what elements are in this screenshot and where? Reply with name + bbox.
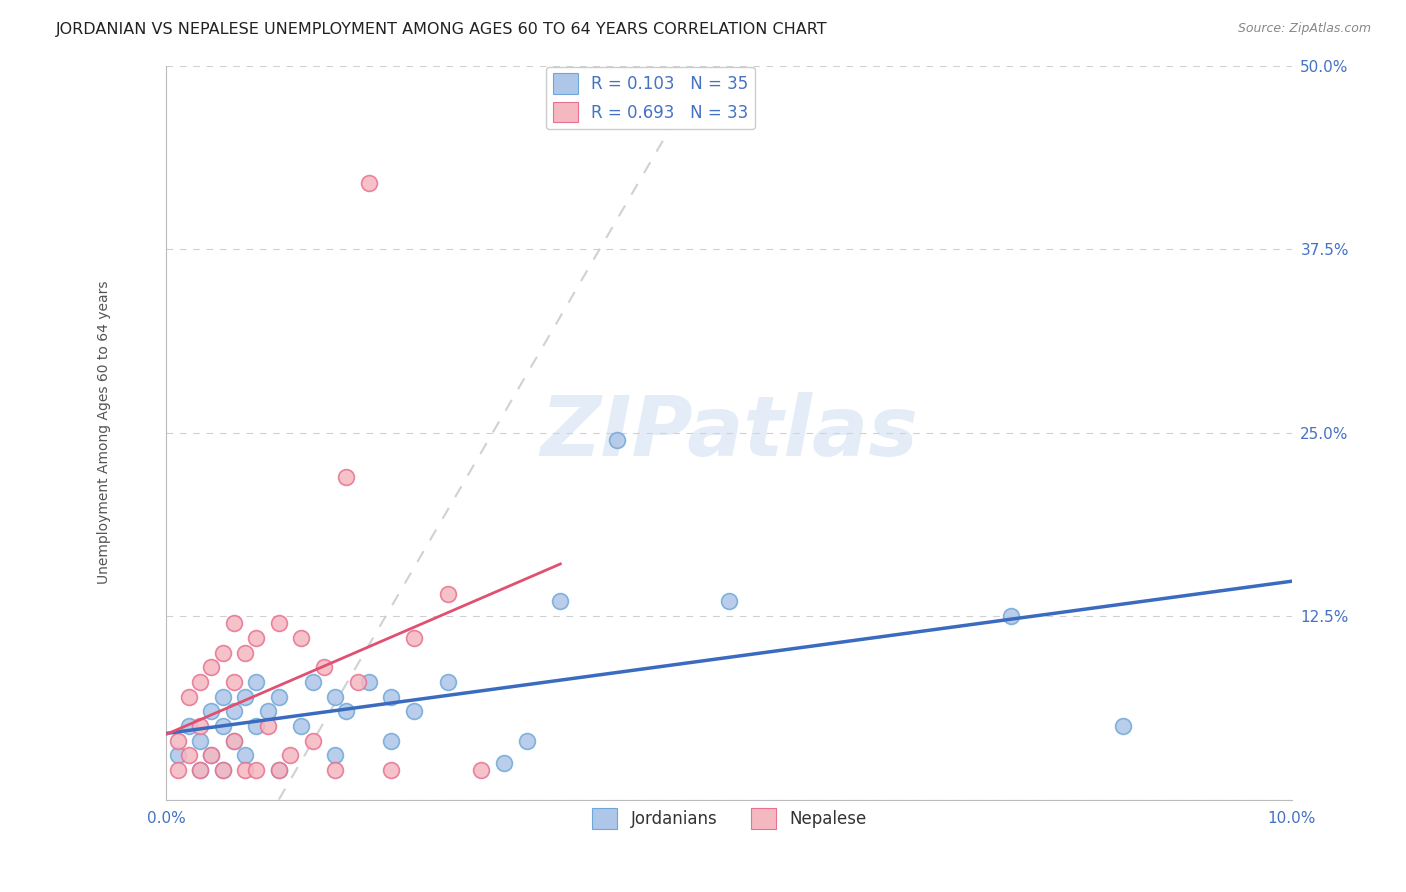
Point	[335, 705, 357, 719]
Point	[335, 469, 357, 483]
Point	[515, 734, 537, 748]
Point	[211, 646, 233, 660]
Legend: Jordanians, Nepalese: Jordanians, Nepalese	[585, 802, 873, 835]
Point	[267, 763, 290, 777]
Point	[301, 734, 323, 748]
Point	[357, 675, 380, 690]
Text: ZIPatlas: ZIPatlas	[540, 392, 918, 473]
Text: Unemployment Among Ages 60 to 64 years: Unemployment Among Ages 60 to 64 years	[97, 281, 111, 584]
Point	[492, 756, 515, 770]
Point	[166, 763, 188, 777]
Point	[267, 763, 290, 777]
Point	[301, 675, 323, 690]
Text: Source: ZipAtlas.com: Source: ZipAtlas.com	[1237, 22, 1371, 36]
Point	[402, 705, 425, 719]
Point	[470, 763, 492, 777]
Point	[211, 763, 233, 777]
Point	[256, 719, 278, 733]
Point	[188, 763, 211, 777]
Point	[290, 631, 312, 645]
Point	[245, 719, 267, 733]
Point	[346, 675, 368, 690]
Point	[177, 690, 200, 704]
Point	[200, 660, 222, 674]
Point	[267, 616, 290, 631]
Point	[200, 748, 222, 763]
Point	[278, 748, 301, 763]
Point	[233, 763, 256, 777]
Point	[188, 763, 211, 777]
Point	[245, 631, 267, 645]
Point	[402, 631, 425, 645]
Point	[380, 763, 402, 777]
Point	[233, 646, 256, 660]
Point	[380, 734, 402, 748]
Point	[200, 705, 222, 719]
Point	[245, 763, 267, 777]
Point	[222, 734, 245, 748]
Point	[606, 433, 628, 447]
Point	[177, 719, 200, 733]
Point	[188, 675, 211, 690]
Point	[233, 690, 256, 704]
Point	[548, 594, 571, 608]
Point	[290, 719, 312, 733]
Point	[233, 748, 256, 763]
Point	[380, 690, 402, 704]
Point	[211, 763, 233, 777]
Point	[323, 763, 346, 777]
Point	[188, 719, 211, 733]
Point	[357, 176, 380, 190]
Point	[312, 660, 335, 674]
Point	[436, 587, 458, 601]
Point	[245, 675, 267, 690]
Point	[267, 690, 290, 704]
Point	[1112, 719, 1135, 733]
Point	[718, 594, 741, 608]
Point	[200, 748, 222, 763]
Point	[177, 748, 200, 763]
Point	[1000, 609, 1022, 624]
Point	[256, 705, 278, 719]
Point	[166, 748, 188, 763]
Point	[222, 616, 245, 631]
Point	[211, 719, 233, 733]
Point	[323, 748, 346, 763]
Point	[436, 675, 458, 690]
Point	[323, 690, 346, 704]
Text: JORDANIAN VS NEPALESE UNEMPLOYMENT AMONG AGES 60 TO 64 YEARS CORRELATION CHART: JORDANIAN VS NEPALESE UNEMPLOYMENT AMONG…	[56, 22, 828, 37]
Point	[166, 734, 188, 748]
Point	[222, 734, 245, 748]
Point	[211, 690, 233, 704]
Point	[222, 705, 245, 719]
Point	[188, 734, 211, 748]
Point	[222, 675, 245, 690]
